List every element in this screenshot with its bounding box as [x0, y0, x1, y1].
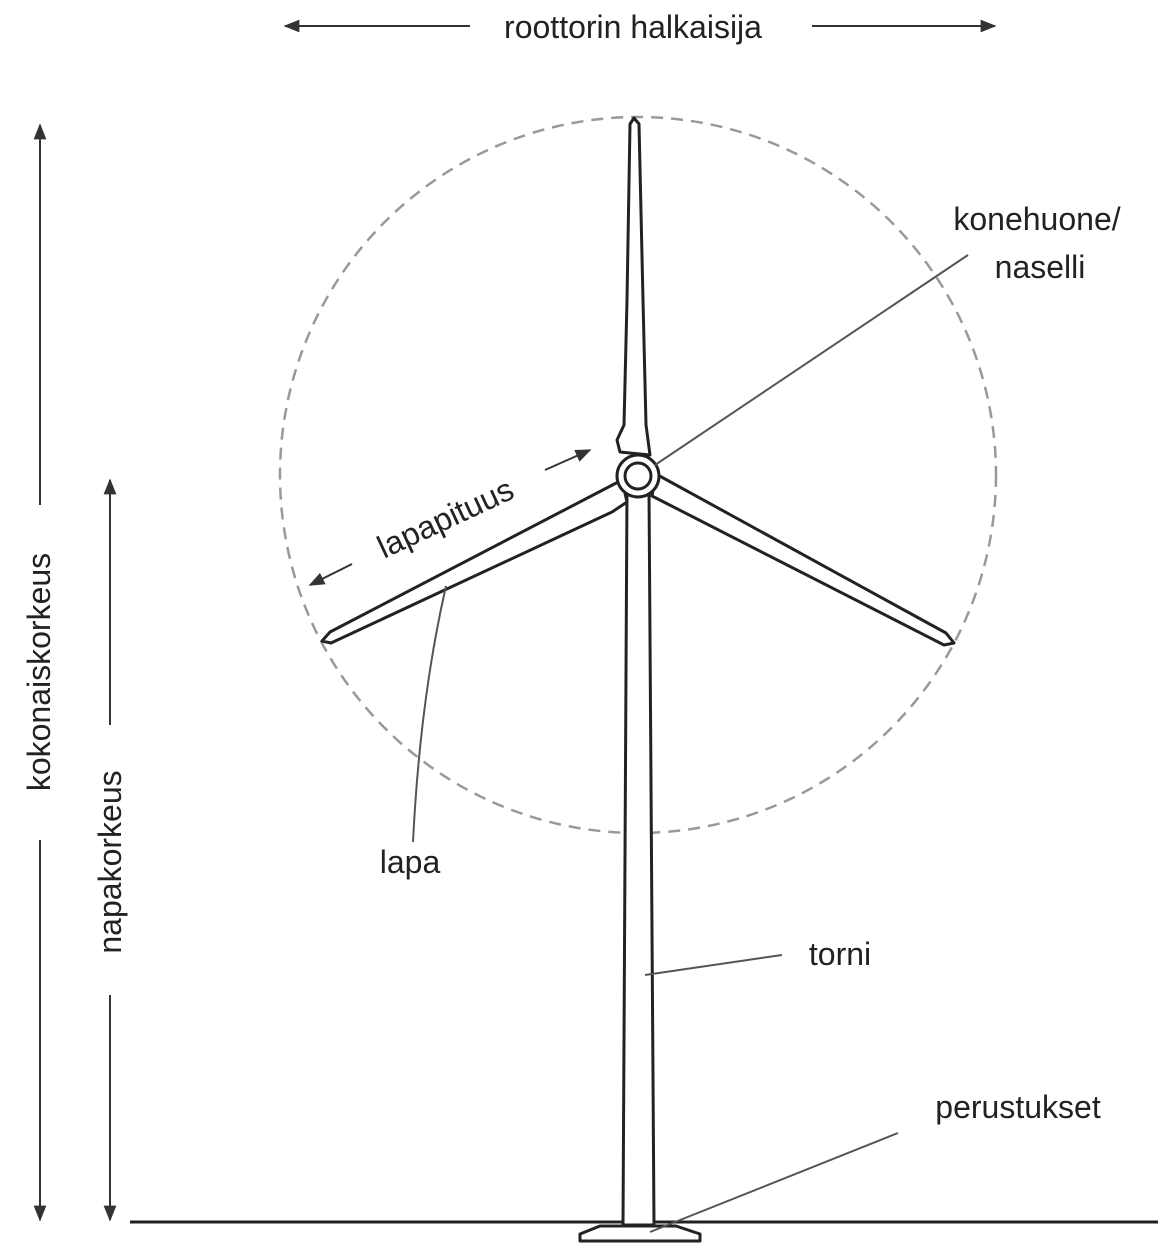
leader-line	[644, 954, 783, 976]
blade	[650, 472, 956, 647]
blade	[615, 116, 652, 457]
hub-height-label: napakorkeus	[92, 770, 128, 953]
arrow	[544, 449, 592, 471]
total-height-label: kokonaiskorkeus	[21, 553, 57, 791]
leader-line	[649, 1132, 899, 1233]
blade-label: lapa	[380, 844, 441, 880]
leader-line	[654, 254, 969, 466]
foundation-label: perustukset	[935, 1089, 1101, 1125]
foundation	[578, 1224, 702, 1243]
blade	[320, 478, 629, 645]
rotor-diameter-label: roottorin halkaisija	[504, 9, 762, 45]
nacelle-label: konehuone/	[953, 201, 1120, 237]
leader-line	[412, 585, 447, 843]
tower	[621, 488, 656, 1227]
arrow	[308, 563, 353, 586]
tower-label: torni	[809, 936, 871, 972]
hub	[623, 461, 653, 491]
nacelle-label: naselli	[995, 249, 1086, 285]
